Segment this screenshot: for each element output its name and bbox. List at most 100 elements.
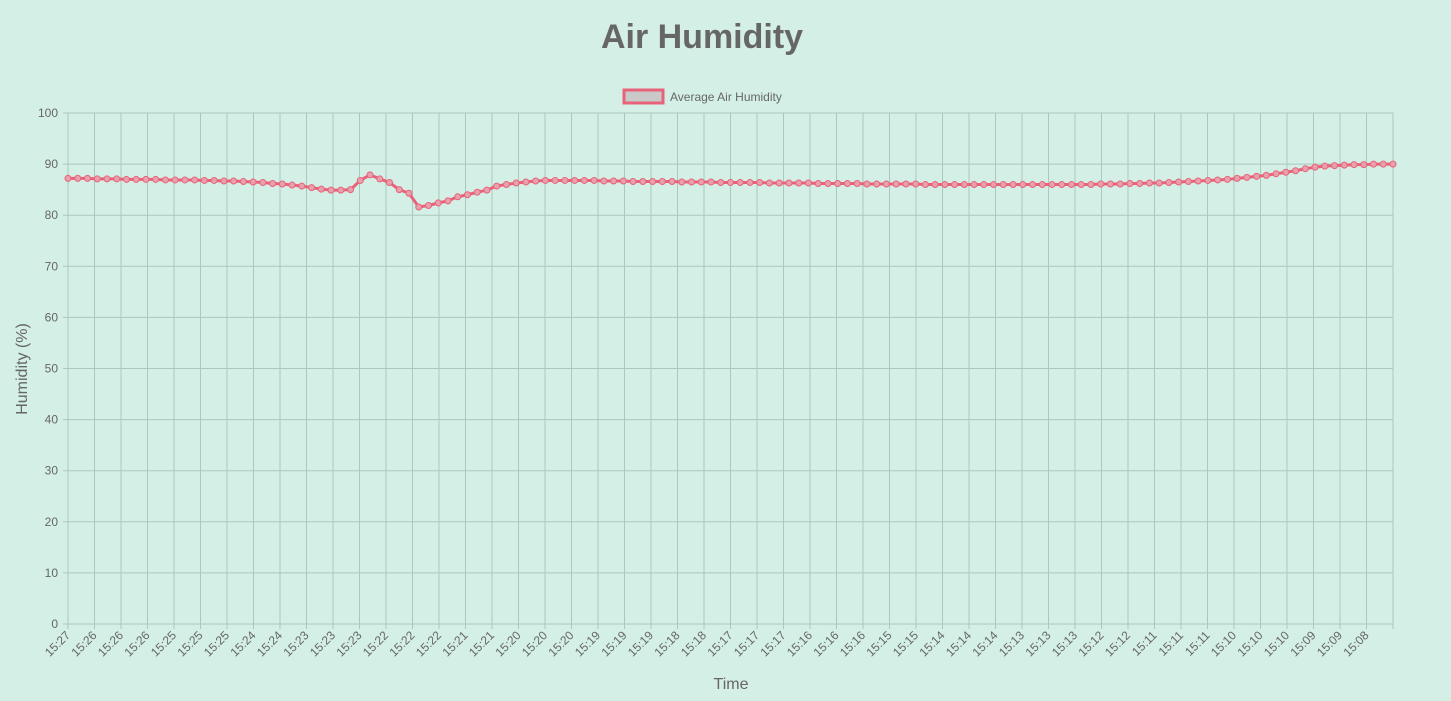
data-point[interactable] <box>843 180 851 188</box>
data-point[interactable] <box>1311 163 1319 171</box>
data-point[interactable] <box>1087 181 1095 189</box>
legend[interactable]: Average Air Humidity <box>622 88 782 105</box>
data-point[interactable] <box>161 176 169 184</box>
legend-swatch[interactable] <box>622 88 665 105</box>
data-point[interactable] <box>337 186 345 194</box>
data-point[interactable] <box>746 178 754 186</box>
data-point[interactable] <box>1233 174 1241 182</box>
data-point[interactable] <box>1116 180 1124 188</box>
data-point[interactable] <box>1243 173 1251 181</box>
data-point[interactable] <box>600 177 608 185</box>
data-point[interactable] <box>1019 181 1027 189</box>
data-point[interactable] <box>444 197 452 205</box>
data-point[interactable] <box>269 180 277 188</box>
data-point[interactable] <box>863 180 871 188</box>
data-point[interactable] <box>122 175 130 183</box>
data-point[interactable] <box>347 186 355 194</box>
data-point[interactable] <box>639 177 647 185</box>
data-point[interactable] <box>785 179 793 187</box>
data-point[interactable] <box>103 175 111 183</box>
data-point[interactable] <box>892 180 900 188</box>
legend-label[interactable]: Average Air Humidity <box>670 90 782 104</box>
data-point[interactable] <box>249 178 257 186</box>
data-point[interactable] <box>1175 178 1183 186</box>
data-point[interactable] <box>308 184 316 192</box>
data-point[interactable] <box>493 182 501 190</box>
data-point[interactable] <box>74 174 82 182</box>
data-point[interactable] <box>1223 175 1231 183</box>
data-point[interactable] <box>327 186 335 194</box>
data-point[interactable] <box>1389 160 1397 168</box>
data-point[interactable] <box>921 181 929 189</box>
data-point[interactable] <box>113 175 121 183</box>
data-point[interactable] <box>424 201 432 209</box>
data-point[interactable] <box>882 180 890 188</box>
data-point[interactable] <box>376 175 384 183</box>
data-point[interactable] <box>1272 170 1280 178</box>
data-point[interactable] <box>132 175 140 183</box>
data-point[interactable] <box>610 177 618 185</box>
data-point[interactable] <box>1136 180 1144 188</box>
data-point[interactable] <box>1292 167 1300 175</box>
data-point[interactable] <box>590 176 598 184</box>
data-point[interactable] <box>804 179 812 187</box>
data-point[interactable] <box>980 181 988 189</box>
data-point[interactable] <box>1058 181 1066 189</box>
data-point[interactable] <box>317 185 325 193</box>
data-point[interactable] <box>1155 179 1163 187</box>
data-point[interactable] <box>1331 162 1339 170</box>
data-point[interactable] <box>200 176 208 184</box>
data-point[interactable] <box>941 181 949 189</box>
data-point[interactable] <box>220 177 228 185</box>
data-point[interactable] <box>1038 181 1046 189</box>
data-point[interactable] <box>873 180 881 188</box>
data-point[interactable] <box>697 178 705 186</box>
data-point[interactable] <box>970 181 978 189</box>
data-point[interactable] <box>541 176 549 184</box>
data-point[interactable] <box>463 191 471 199</box>
data-point[interactable] <box>824 180 832 188</box>
data-point[interactable] <box>912 180 920 188</box>
data-point[interactable] <box>717 178 725 186</box>
data-point[interactable] <box>1321 162 1329 170</box>
data-point[interactable] <box>64 174 72 182</box>
data-point[interactable] <box>1350 161 1358 169</box>
data-point[interactable] <box>1029 181 1037 189</box>
data-point[interactable] <box>356 176 364 184</box>
data-point[interactable] <box>902 180 910 188</box>
data-point[interactable] <box>756 178 764 186</box>
data-point[interactable] <box>1165 178 1173 186</box>
data-point[interactable] <box>561 176 569 184</box>
data-point[interactable] <box>931 181 939 189</box>
data-point[interactable] <box>1194 177 1202 185</box>
data-point[interactable] <box>512 179 520 187</box>
data-point[interactable] <box>239 177 247 185</box>
data-point[interactable] <box>707 178 715 186</box>
data-point[interactable] <box>1097 180 1105 188</box>
data-point[interactable] <box>142 175 150 183</box>
data-point[interactable] <box>1204 176 1212 184</box>
data-point[interactable] <box>765 179 773 187</box>
data-point[interactable] <box>775 179 783 187</box>
data-point[interactable] <box>649 177 657 185</box>
data-point[interactable] <box>571 176 579 184</box>
data-point[interactable] <box>473 188 481 196</box>
data-point[interactable] <box>951 181 959 189</box>
data-point[interactable] <box>1048 181 1056 189</box>
data-point[interactable] <box>395 186 403 194</box>
data-point[interactable] <box>727 178 734 186</box>
data-point[interactable] <box>532 177 540 185</box>
data-point[interactable] <box>1214 176 1222 184</box>
data-point[interactable] <box>502 181 510 189</box>
data-point[interactable] <box>1145 179 1153 187</box>
data-point[interactable] <box>688 178 696 186</box>
data-point[interactable] <box>1009 181 1017 189</box>
data-point[interactable] <box>298 182 306 190</box>
data-point[interactable] <box>454 193 462 201</box>
data-point[interactable] <box>83 174 91 182</box>
data-point[interactable] <box>1253 172 1261 180</box>
data-point[interactable] <box>1282 168 1290 176</box>
data-point[interactable] <box>230 177 238 185</box>
data-point[interactable] <box>1340 161 1348 169</box>
data-point[interactable] <box>522 178 530 186</box>
